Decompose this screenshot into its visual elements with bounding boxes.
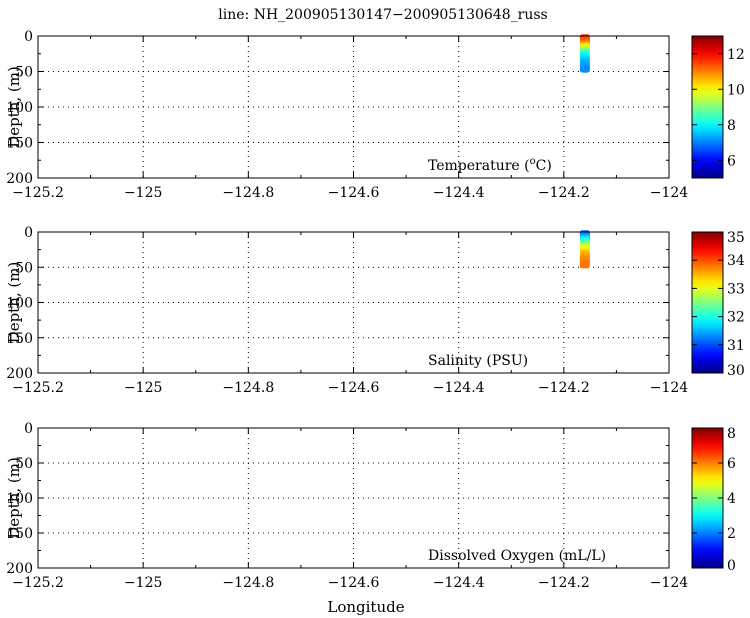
panel-1: −125.2 −125 −124.8 −124.6 −124.4 −124.2 −124 0 5… xyxy=(5,29,688,201)
panel-3: −125.2 −125 −124.8 −124.6 −124.4 −124.2 −124 0 5… xyxy=(5,421,688,591)
panel-3-colorbar-tick-label: 0 xyxy=(727,558,736,574)
panel-1-colorbar: 6 8 10 12 xyxy=(691,35,745,179)
panel-2-y-tick-label: 150 xyxy=(6,331,33,347)
panel-1-colorbar-gradient xyxy=(692,36,723,178)
panel-3-x-tick-label: −125.2 xyxy=(12,575,64,591)
panel-2: −125.2 −125 −124.8 −124.6 −124.4 −124.2 −124 0 5… xyxy=(5,225,688,396)
panel-3-x-tick-label: −124.6 xyxy=(328,575,380,591)
panel-3-y-tick-label: 200 xyxy=(6,561,33,577)
panel-1-field-label: Temperature (oC) xyxy=(428,156,552,174)
panel-3-x-tick-label: −124.8 xyxy=(222,575,274,591)
panel-3-x-tick-label: −124.4 xyxy=(433,575,485,591)
panel-1-x-tick-label: −124.4 xyxy=(433,185,485,201)
panel-2-y-tick-label: 200 xyxy=(6,366,33,382)
panel-2-colorbar-gradient xyxy=(692,232,723,373)
panel-1-x-tick-label: −124.8 xyxy=(222,185,274,201)
panel-2-x-tick-label: −124 xyxy=(650,380,689,396)
panel-1-y-tick-label: 150 xyxy=(6,136,33,152)
panel-3-y-tick-label: 50 xyxy=(15,456,33,472)
panel-1-y-tick-label: 100 xyxy=(6,100,33,116)
panel-3-x-tick-label: −124.2 xyxy=(538,575,590,591)
panel-1-y-tick-label: 200 xyxy=(6,171,33,187)
panel-2-y-axis-title: Depth, (m) xyxy=(5,262,23,344)
panel-2-colorbar-tick-label: 31 xyxy=(727,338,745,354)
panel-1-colorbar-tick-label: 12 xyxy=(727,47,745,63)
panel-3-colorbar-tick-label: 2 xyxy=(727,526,736,542)
x-axis-title: Longitude xyxy=(327,598,404,616)
panel-1-colorbar-tick-label: 6 xyxy=(727,153,736,169)
panel-2-y-tick-label: 100 xyxy=(6,296,33,312)
panel-1-x-tick-label: −125.2 xyxy=(12,185,64,201)
figure-title: line: NH_200905130147−200905130648_russ xyxy=(218,7,547,23)
panel-1-y-tick-label: 50 xyxy=(15,65,33,81)
panel-3-y-tick-label: 0 xyxy=(24,421,33,437)
panel-3-x-tick-label: −124 xyxy=(650,575,689,591)
panel-3-x-tick-label: −125 xyxy=(124,575,162,591)
panel-3-y-tick-label: 150 xyxy=(6,526,33,542)
panel-2-x-tick-label: −124.6 xyxy=(328,380,380,396)
panel-3-colorbar-tick-label: 4 xyxy=(727,491,736,507)
panel-1-x-tick-label: −124 xyxy=(650,185,689,201)
panel-3-y-tick-label: 100 xyxy=(6,491,33,507)
panel-1-y-tick-label: 0 xyxy=(24,29,33,45)
panel-2-data-point xyxy=(579,261,590,269)
panel-3-colorbar-tick-label: 6 xyxy=(727,456,736,472)
panel-2-colorbar-tick-label: 33 xyxy=(727,281,745,297)
panel-1-data-point xyxy=(579,66,590,73)
panel-1-colorbar-tick-label: 10 xyxy=(727,82,745,98)
panel-1-colorbar-frame xyxy=(691,35,724,179)
panel-2-colorbar-tick-label: 32 xyxy=(727,310,745,326)
panel-3-colorbar-gradient xyxy=(692,428,723,568)
panel-2-x-tick-label: −124.4 xyxy=(433,380,485,396)
panel-2-y-tick-label: 0 xyxy=(24,225,33,241)
panel-2-x-tick-label: −124.2 xyxy=(538,380,590,396)
panel-2-field-label: Salinity (PSU) xyxy=(428,353,528,369)
panel-3-colorbar-tick-label: 8 xyxy=(727,426,736,442)
panel-2-y-tick-label: 50 xyxy=(15,260,33,276)
panel-1-y-axis-title: Depth, (m) xyxy=(5,66,23,148)
panel-2-colorbar: 30 31 32 33 34 35 xyxy=(691,230,745,379)
panel-1-colorbar-tick-label: 8 xyxy=(727,118,736,134)
panel-2-colorbar-tick-label: 30 xyxy=(727,363,745,379)
panel-2-x-tick-label: −125 xyxy=(124,380,162,396)
panel-3-y-axis-title: Depth, (m) xyxy=(5,457,23,539)
panel-3-colorbar: 0 2 4 6 8 xyxy=(691,426,736,574)
panel-1-x-tick-label: −125 xyxy=(124,185,162,201)
panel-2-colorbar-frame xyxy=(691,231,724,374)
panel-2-colorbar-tick-label: 35 xyxy=(727,230,745,246)
panel-1-x-tick-label: −124.2 xyxy=(538,185,590,201)
panel-1-x-tick-label: −124.6 xyxy=(328,185,380,201)
panel-2-x-tick-label: −124.8 xyxy=(222,380,274,396)
panel-2-x-tick-label: −125.2 xyxy=(12,380,64,396)
panel-3-field-label: Dissolved Oxygen (mL/L) xyxy=(428,548,606,564)
panel-2-colorbar-tick-label: 34 xyxy=(727,253,745,269)
